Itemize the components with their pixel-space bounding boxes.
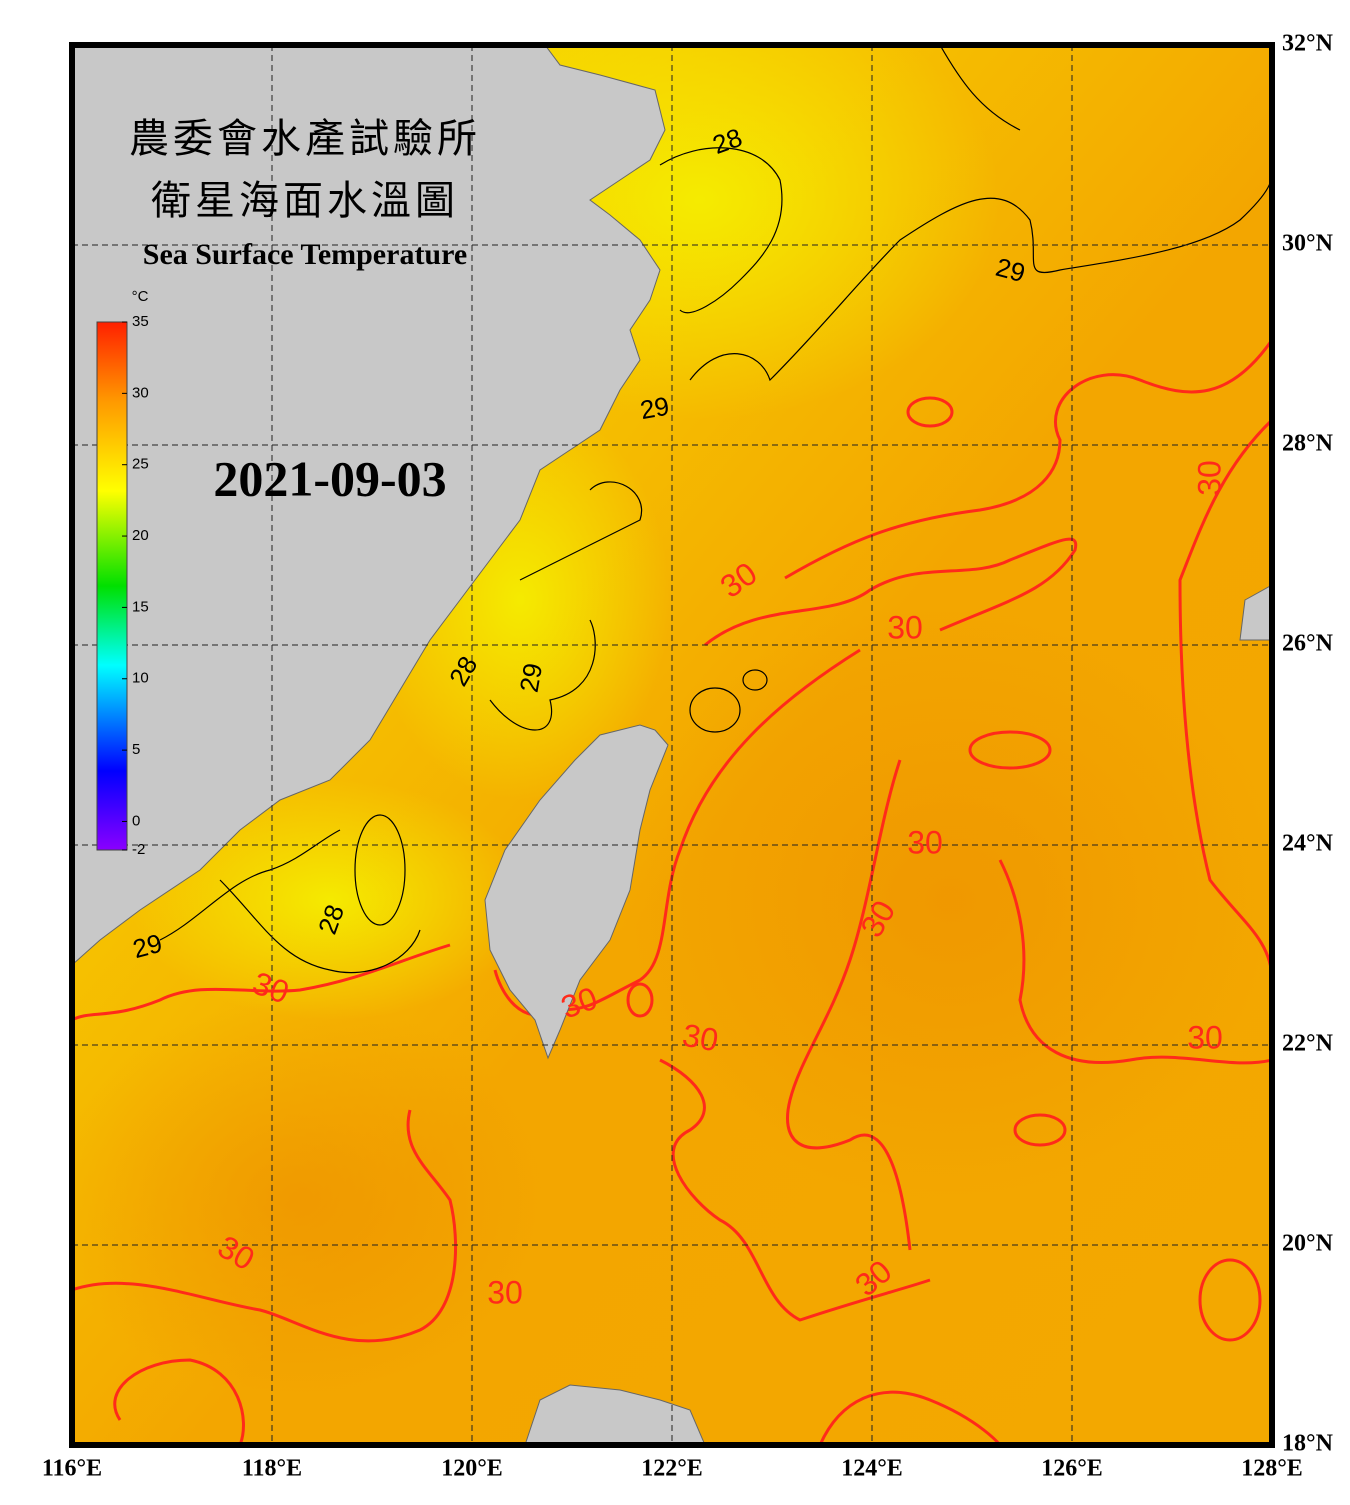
contour-label: 29 bbox=[638, 391, 672, 426]
lat-label: 24°N bbox=[1282, 831, 1334, 857]
lon-label: 124°E bbox=[841, 1456, 903, 1482]
lat-label: 32°N bbox=[1282, 31, 1334, 57]
lat-label: 22°N bbox=[1282, 1031, 1334, 1057]
lon-label: 116°E bbox=[42, 1456, 102, 1482]
contours-black bbox=[159, 45, 1272, 974]
taiwan bbox=[484, 724, 669, 1060]
contours-30 bbox=[72, 339, 1272, 1445]
colorbar-tick-label: 15 bbox=[132, 598, 149, 615]
graticule bbox=[72, 45, 1272, 1445]
contour-label: 30 bbox=[680, 1017, 721, 1059]
contour-label: 30 bbox=[1191, 460, 1227, 496]
lat-label: 20°N bbox=[1282, 1231, 1334, 1257]
title-zh: 農委會水產試驗所 bbox=[129, 116, 481, 161]
colorbar-tick-label: 5 bbox=[132, 741, 140, 758]
lon-label: 122°E bbox=[641, 1456, 703, 1482]
lon-label: 118°E bbox=[242, 1456, 302, 1482]
colorbar-tick-label: 0 bbox=[132, 812, 140, 829]
lat-label: 26°N bbox=[1282, 631, 1334, 657]
colorbar-tick-label: 20 bbox=[132, 527, 149, 544]
contour-label: 30 bbox=[887, 609, 923, 645]
contour-label: 30 bbox=[907, 824, 943, 860]
date: 2021-09-03 bbox=[213, 450, 446, 506]
title-en: Sea Surface Temperature bbox=[143, 238, 467, 271]
colorbar-tick-label: 25 bbox=[132, 456, 149, 473]
lat-label: 18°N bbox=[1282, 1431, 1334, 1457]
island bbox=[1239, 584, 1272, 641]
lat-label: 28°N bbox=[1282, 431, 1334, 457]
map-frame bbox=[69, 42, 1275, 1448]
colorbar-unit: °C bbox=[132, 288, 149, 305]
contour-label: 30 bbox=[487, 1274, 523, 1310]
colorbar-tick-label: -2 bbox=[132, 841, 145, 858]
colorbar bbox=[96, 321, 128, 851]
lat-label: 30°N bbox=[1282, 231, 1334, 257]
title-zh: 衛星海面水溫圖 bbox=[151, 178, 459, 223]
hot-patch bbox=[620, 600, 1272, 1200]
luzon bbox=[524, 1384, 706, 1445]
contour-label: 29 bbox=[514, 661, 549, 695]
lon-label: 126°E bbox=[1041, 1456, 1103, 1482]
colorbar-tick-label: 30 bbox=[132, 384, 149, 401]
mainland bbox=[72, 45, 666, 966]
contour-label: 30 bbox=[1187, 1019, 1223, 1055]
colorbar-tick-label: 35 bbox=[132, 313, 149, 330]
lon-label: 120°E bbox=[441, 1456, 503, 1482]
colorbar-tick-label: 10 bbox=[132, 670, 149, 687]
hot-patch bbox=[72, 1000, 550, 1400]
lon-label: 128°E bbox=[1241, 1456, 1303, 1482]
